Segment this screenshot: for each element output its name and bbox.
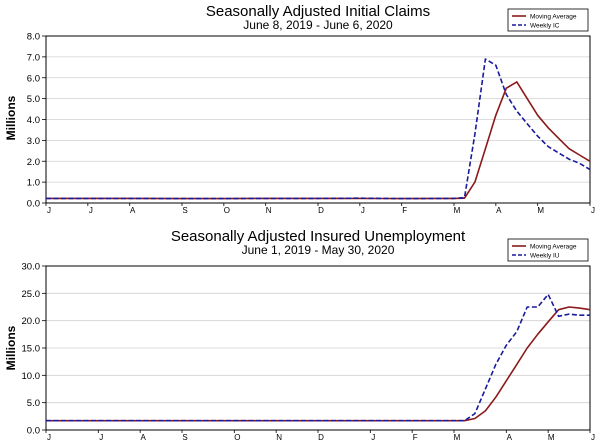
x-tick-label: J bbox=[591, 206, 595, 215]
y-axis-ticks: 0.0 1.0 2.0 3.0 4.0 5.0 6.0 7.0 8.0 bbox=[27, 32, 46, 210]
x-tick-label: D bbox=[318, 206, 324, 215]
legend-box bbox=[507, 8, 589, 32]
legend: Moving Average Weekly IC bbox=[507, 8, 589, 32]
y-tick-label: 5.0 bbox=[27, 94, 40, 105]
y-tick-label: 6.0 bbox=[27, 73, 40, 84]
chart-title: Seasonally Adjusted Insured Unemployment bbox=[171, 228, 466, 245]
x-tick-label: S bbox=[182, 433, 187, 442]
x-tick-label: J bbox=[361, 206, 365, 215]
x-tick-label: J bbox=[47, 433, 51, 442]
legend: Moving Average Weekly IU bbox=[507, 238, 589, 262]
plot-frame bbox=[45, 265, 591, 431]
legend-label-weekly-iu: Weekly IU bbox=[530, 252, 560, 259]
x-tick-label: J bbox=[89, 206, 93, 215]
x-tick-label: F bbox=[402, 206, 407, 215]
y-tick-label: 30.0 bbox=[22, 262, 41, 273]
series-lines bbox=[46, 293, 591, 422]
y-tick-label: 2.0 bbox=[27, 157, 40, 168]
y-tick-label: 8.0 bbox=[27, 32, 40, 43]
y-axis-label: Millions bbox=[4, 95, 18, 140]
gridlines bbox=[46, 265, 590, 431]
y-axis-ticks: 0.0 5.0 10.0 15.0 20.0 25.0 30.0 bbox=[22, 262, 46, 437]
legend-label-weekly-ic: Weekly IC bbox=[530, 22, 560, 29]
x-tick-label: O bbox=[224, 206, 230, 215]
y-tick-label: 15.0 bbox=[22, 344, 41, 355]
gridlines bbox=[46, 35, 590, 204]
chart-subtitle: June 1, 2019 - May 30, 2020 bbox=[242, 243, 395, 257]
y-tick-label: 3.0 bbox=[27, 136, 40, 147]
y-tick-label: 1.0 bbox=[27, 178, 40, 189]
series-lines bbox=[46, 58, 591, 200]
y-tick-label: 5.0 bbox=[27, 398, 40, 409]
x-tick-label: S bbox=[182, 206, 187, 215]
x-tick-label: A bbox=[130, 206, 136, 215]
x-tick-label: M bbox=[454, 206, 461, 215]
x-tick-label: N bbox=[276, 433, 282, 442]
x-tick-label: M bbox=[454, 433, 461, 442]
x-tick-label: A bbox=[496, 206, 502, 215]
x-tick-label: F bbox=[413, 433, 418, 442]
x-tick-label: D bbox=[318, 433, 324, 442]
y-tick-label: 0.0 bbox=[27, 426, 40, 437]
x-tick-label: A bbox=[140, 433, 146, 442]
x-tick-label: J bbox=[591, 433, 595, 442]
x-tick-label: J bbox=[47, 206, 51, 215]
x-tick-label: N bbox=[266, 206, 272, 215]
x-tick-label: M bbox=[537, 206, 544, 215]
chart-title: Seasonally Adjusted Initial Claims bbox=[206, 3, 430, 20]
series-line-moving-average bbox=[46, 81, 591, 200]
initial-claims-chart: Seasonally Adjusted Initial Claims June … bbox=[4, 3, 595, 215]
plot-frame bbox=[45, 35, 591, 204]
y-axis-label: Millions bbox=[4, 325, 18, 370]
chart-subtitle: June 8, 2019 - June 6, 2020 bbox=[243, 18, 393, 32]
x-tick-label: J bbox=[99, 433, 103, 442]
y-tick-label: 20.0 bbox=[22, 316, 41, 327]
x-tick-label: M bbox=[548, 433, 555, 442]
insured-unemployment-chart: Seasonally Adjusted Insured Unemployment… bbox=[4, 228, 595, 442]
y-tick-label: 0.0 bbox=[27, 199, 40, 210]
series-line-moving-average bbox=[46, 306, 591, 422]
legend-label-moving-average: Moving Average bbox=[530, 13, 577, 20]
x-tick-label: J bbox=[371, 433, 375, 442]
series-line-weekly-ic bbox=[46, 58, 591, 200]
y-tick-label: 4.0 bbox=[27, 115, 40, 126]
x-tick-label: O bbox=[234, 433, 240, 442]
series-line-weekly-iu bbox=[46, 293, 590, 422]
y-tick-label: 7.0 bbox=[27, 52, 40, 63]
legend-box bbox=[507, 238, 589, 262]
y-tick-label: 25.0 bbox=[22, 289, 41, 300]
legend-label-moving-average: Moving Average bbox=[530, 243, 577, 250]
y-tick-label: 10.0 bbox=[22, 371, 41, 382]
x-tick-label: A bbox=[507, 433, 513, 442]
